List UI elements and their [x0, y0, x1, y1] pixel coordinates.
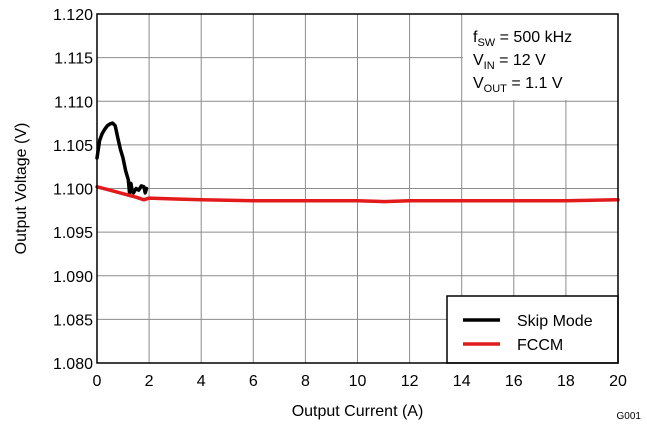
x-tick-label: 10 [349, 373, 367, 390]
grid-lines [97, 14, 618, 363]
y-tick-label: 1.100 [53, 182, 93, 199]
annotation-line: fSW = 500 kHz [473, 29, 572, 49]
annotation-line: VOUT = 1.1 V [473, 75, 563, 95]
x-tick-label: 20 [609, 373, 627, 390]
x-axis-title: Output Current (A) [292, 403, 424, 420]
x-tick-label: 2 [145, 373, 154, 390]
x-tick-label: 0 [93, 373, 102, 390]
legend: Skip Mode FCCM [446, 295, 619, 364]
annotation-background [463, 14, 618, 100]
x-tick-label: 14 [453, 373, 471, 390]
y-tick-label: 1.090 [53, 269, 93, 286]
legend-label: FCCM [517, 337, 563, 354]
y-tick-label: 1.105 [53, 138, 93, 155]
y-tick-label: 1.085 [53, 312, 93, 329]
annotation-line: VIN = 12 V [473, 52, 546, 72]
x-tick-label: 12 [401, 373, 419, 390]
y-tick-label: 1.110 [54, 94, 93, 111]
y-tick-label: 1.095 [53, 225, 93, 242]
y-tick-label: 1.115 [54, 51, 93, 68]
y-axis-title: Output Voltage (V) [13, 123, 30, 255]
plot-frame [96, 13, 619, 364]
x-tick-label: 8 [301, 373, 310, 390]
tick-labels: 0 2 4 6 8 10 12 14 16 18 20 1.080 1.085 1.090 1.095 1.1… [53, 7, 627, 390]
y-tick-label: 1.080 [53, 356, 93, 373]
conditions-annotation: fSW = 500 kHz VIN = 12 V VOUT = 1.1 V [463, 14, 618, 100]
series-lines [95, 121, 620, 204]
series-line-fccm [95, 185, 620, 204]
x-tick-label: 16 [505, 373, 523, 390]
legend-label: Skip Mode [517, 313, 593, 330]
y-tick-label: 1.120 [53, 7, 93, 24]
legend-box [446, 295, 619, 364]
x-tick-label: 6 [249, 373, 258, 390]
x-tick-label: 18 [557, 373, 575, 390]
figure-id: G001 [617, 411, 642, 422]
x-tick-label: 4 [197, 373, 206, 390]
series-line-skip-mode [95, 121, 149, 196]
